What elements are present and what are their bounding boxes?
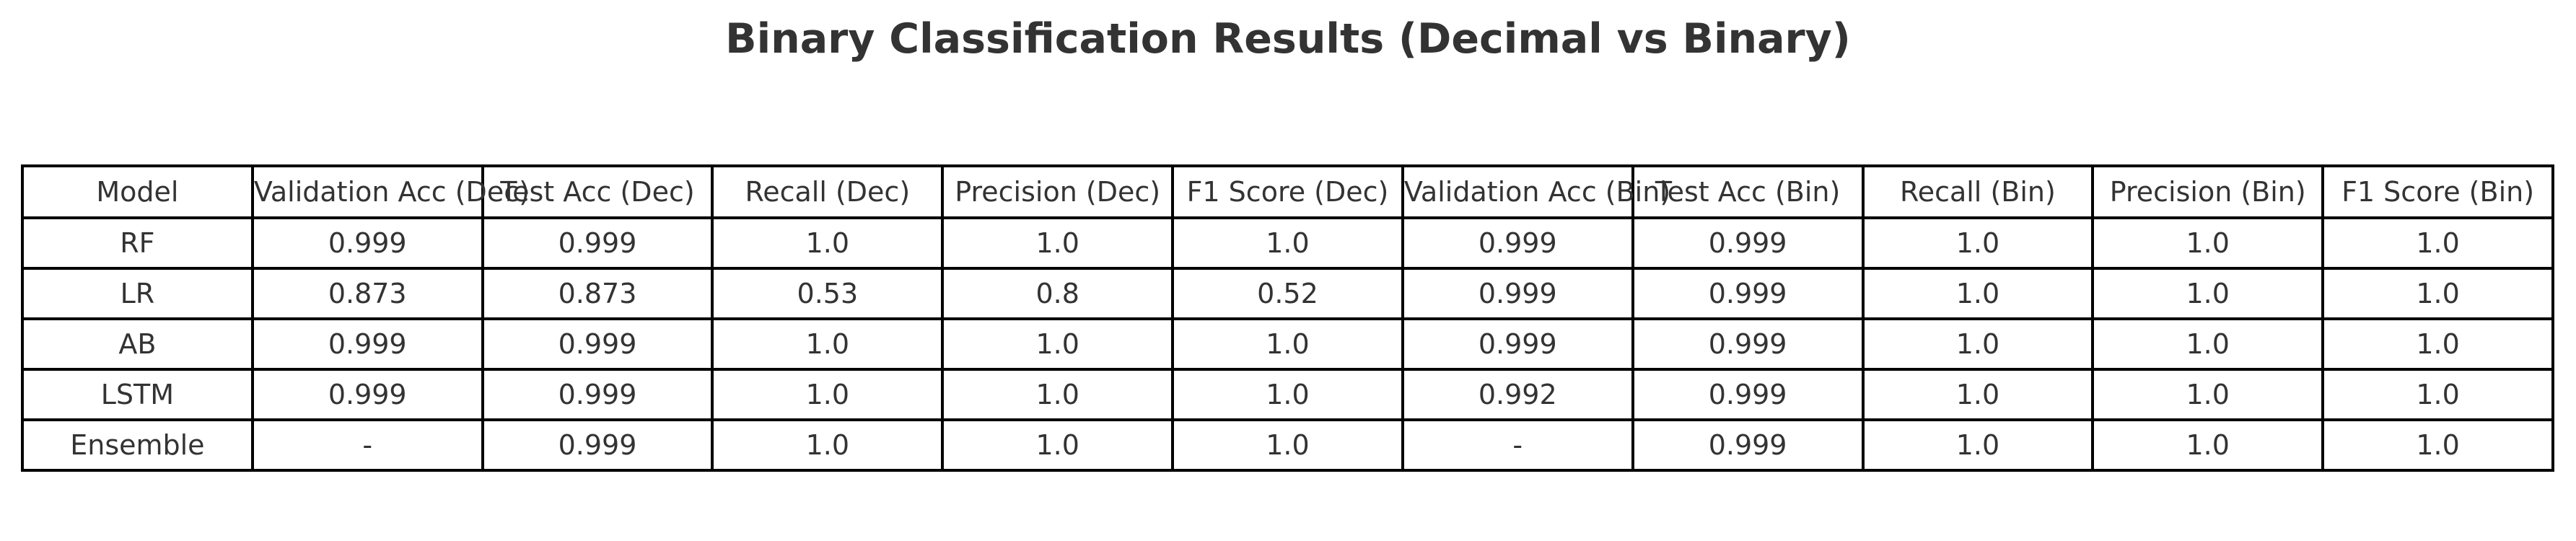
column-header: Validation Acc (Bin) [1401, 164, 1670, 219]
table-cell: 1.0 [711, 368, 945, 421]
table-row: AB 0.999 0.999 1.0 1.0 1.0 0.999 0.999 1.0 1.0 1.0 [21, 317, 2554, 371]
table-cell: 0.999 [1631, 216, 1865, 270]
column-header: Precision (Dec) [941, 164, 1175, 219]
table-cell: 0.999 [1401, 317, 1634, 371]
column-header: Test Acc (Dec) [481, 164, 714, 219]
table-cell: 1.0 [941, 418, 1175, 472]
column-header: F1 Score (Dec) [1171, 164, 1404, 219]
column-header: Recall (Dec) [711, 164, 945, 219]
table-cell: 0.992 [1401, 368, 1634, 421]
header-row: Model Validation Acc (Dec) Test Acc (Dec) R… [21, 164, 2554, 219]
table-cell: 1.0 [2091, 317, 2325, 371]
row-label: AB [21, 317, 254, 371]
table-cell: 0.8 [941, 267, 1175, 320]
table-cell: 1.0 [2321, 216, 2554, 270]
table-cell: 1.0 [711, 317, 945, 371]
table-cell: 1.0 [2321, 317, 2554, 371]
table-cell: 1.0 [2091, 368, 2325, 421]
table-cell: 1.0 [711, 418, 945, 472]
results-table: Model Validation Acc (Dec) Test Acc (Dec) R… [21, 164, 2554, 472]
table-cell: 1.0 [2321, 368, 2554, 421]
table-cell: 0.999 [250, 317, 484, 371]
column-header: F1 Score (Bin) [2321, 164, 2554, 219]
column-header: Validation Acc (Dec) [250, 164, 530, 219]
table-cell: 1.0 [1171, 216, 1404, 270]
table-cell: 0.999 [1631, 418, 1865, 472]
table-cell: 0.52 [1171, 267, 1404, 320]
table-title: Binary Classification Results (Decimal v… [725, 15, 1851, 63]
table-cell: 0.53 [711, 267, 945, 320]
table-cell: 1.0 [2321, 418, 2554, 472]
table-cell: 0.999 [1401, 267, 1634, 320]
table-cell: 1.0 [941, 368, 1175, 421]
table-cell: 1.0 [1861, 267, 2095, 320]
table-cell: 1.0 [2321, 267, 2554, 320]
column-header: Model [21, 164, 254, 219]
table-cell: 1.0 [2091, 418, 2325, 472]
table-cell: 0.873 [481, 267, 714, 320]
table-cell: 0.999 [481, 317, 714, 371]
table-cell: 0.999 [1631, 368, 1865, 421]
table-cell: 0.999 [481, 368, 714, 421]
table-cell: - [250, 418, 484, 472]
row-label: LSTM [21, 368, 254, 421]
column-header: Recall (Bin) [1861, 164, 2095, 219]
table-cell: 1.0 [1861, 317, 2095, 371]
row-label: RF [21, 216, 254, 270]
table-row: Ensemble -0.999 1.0 1.0 1.0-0.999 1.0 1.0 1.0 [21, 418, 2554, 472]
table-cell: 1.0 [2091, 216, 2325, 270]
table-cell: 0.873 [250, 267, 484, 320]
table-cell: 1.0 [1171, 317, 1404, 371]
table-cell: 1.0 [1861, 216, 2095, 270]
table-cell: 0.999 [1401, 216, 1634, 270]
column-header: Test Acc (Bin) [1631, 164, 1865, 219]
table-cell: 0.999 [1631, 317, 1865, 371]
table-row: LSTM 0.999 0.999 1.0 1.0 1.0 0.992 0.999 1.0 1.0 1… [21, 368, 2554, 421]
table-cell: 0.999 [250, 216, 484, 270]
table-cell: 0.999 [481, 418, 714, 472]
table-cell: 1.0 [941, 317, 1175, 371]
table-cell: 1.0 [2091, 267, 2325, 320]
table-cell: 1.0 [1861, 418, 2095, 472]
table-row: RF 0.999 0.999 1.0 1.0 1.0 0.999 0.999 1.0 1.0 1.0 [21, 216, 2554, 270]
table-row: LR 0.873 0.873 0.53 0.8 0.52 0.999 0.999 1.0 1.0 1… [21, 267, 2554, 320]
table-cell: 1.0 [1171, 418, 1404, 472]
table-cell: 1.0 [711, 216, 945, 270]
table-cell: - [1401, 418, 1634, 472]
table-cell: 1.0 [1861, 368, 2095, 421]
table-cell: 1.0 [941, 216, 1175, 270]
row-label: LR [21, 267, 254, 320]
row-label: Ensemble [21, 418, 254, 472]
table-cell: 0.999 [481, 216, 714, 270]
table-cell: 1.0 [1171, 368, 1404, 421]
table-cell: 0.999 [250, 368, 484, 421]
table-cell: 0.999 [1631, 267, 1865, 320]
column-header: Precision (Bin) [2091, 164, 2325, 219]
